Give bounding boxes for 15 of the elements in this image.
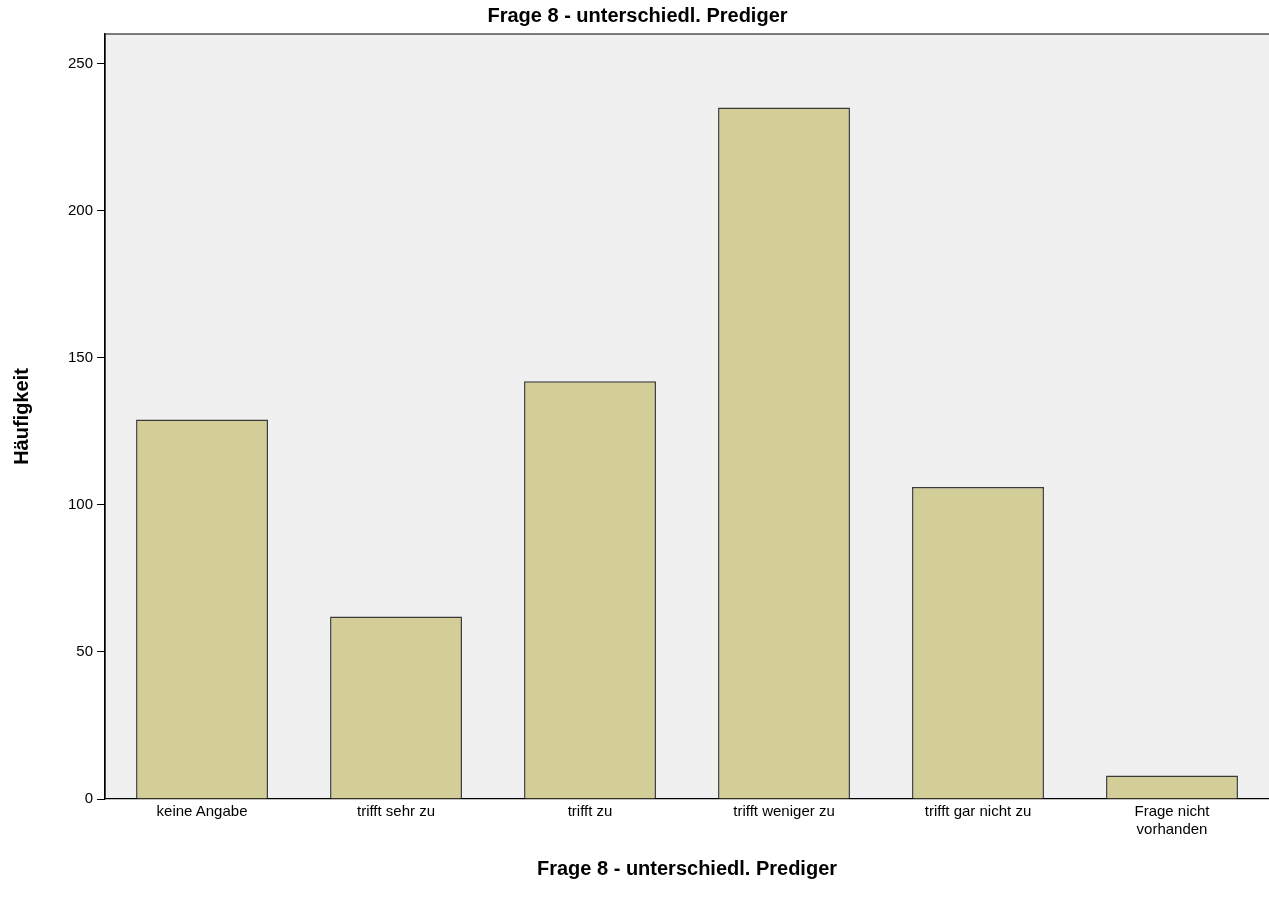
y-tick-label: 50 [76, 642, 94, 660]
x-axis-title: Frage 8 - unterschiedl. Prediger [536, 856, 838, 879]
y-tick-label: 150 [68, 347, 94, 365]
y-tick-label: 0 [84, 789, 94, 807]
y-axis-title: Häufigkeit [9, 367, 32, 465]
x-tick-label: trifft weniger zu [733, 802, 835, 820]
y-tick-label: 200 [68, 200, 94, 218]
chart-title: Frage 8 - unterschiedl. Prediger [487, 3, 788, 26]
x-tick-label: trifft sehr zu [356, 802, 436, 820]
x-tick-label: trifft zu [567, 802, 613, 820]
x-tick-label: keine Angabe [156, 802, 248, 820]
y-tick-label: 250 [68, 53, 94, 71]
x-tick-label: trifft gar nicht zu [924, 802, 1032, 820]
x-tick-label: Frage nicht vorhanden [1134, 802, 1211, 838]
y-tick-label: 100 [68, 494, 94, 512]
